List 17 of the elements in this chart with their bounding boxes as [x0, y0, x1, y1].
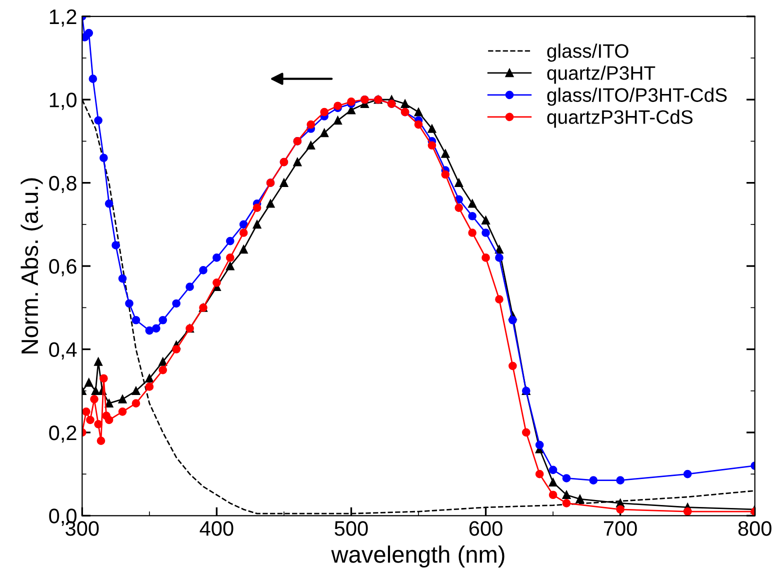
y-axis-title: Norm. Abs. (a.u.)	[20, 178, 43, 354]
legend-label: quartz/P3HT	[547, 66, 656, 84]
x-tick-label: 700	[604, 521, 637, 536]
y-tick-label: 0,8	[49, 176, 76, 194]
y-tick-label: 1,0	[50, 92, 76, 110]
legend-label: glass/ITO	[547, 44, 628, 62]
y-tick-label: 1,2	[50, 9, 76, 27]
legend-label: quartzP3HT-CdS	[547, 110, 693, 128]
legend-label: glass/ITO/P3HT-CdS	[547, 88, 727, 106]
x-tick-label: 500	[334, 521, 368, 536]
x-tick-label: 400	[200, 521, 234, 536]
x-tick-label: 800	[738, 521, 772, 536]
y-tick-label: 0,2	[49, 425, 76, 443]
y-tick-label: 0,6	[49, 259, 76, 276]
x-axis-title: wavelength (nm)	[331, 546, 504, 568]
y-tick-label: 0,4	[49, 342, 77, 360]
x-tick-label: 600	[469, 521, 502, 536]
